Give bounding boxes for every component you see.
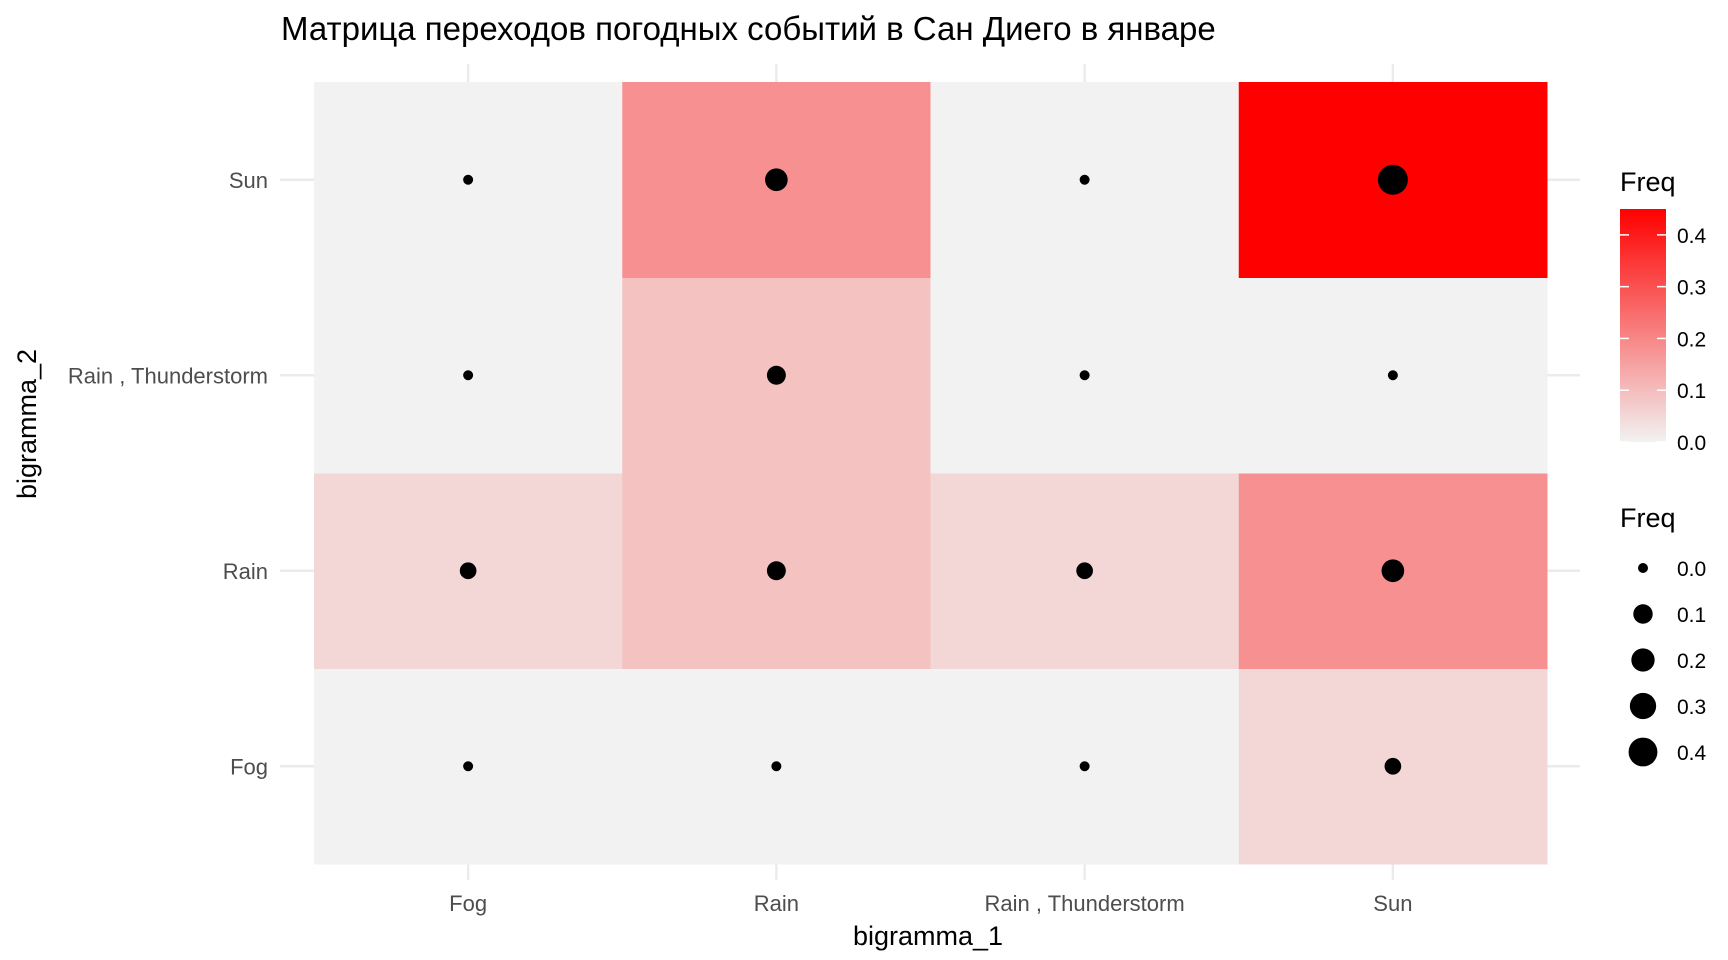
x-axis-title: bigramma_1: [853, 921, 1003, 951]
frequency-points: [459, 164, 1408, 775]
point-rain-thunderstorm-to-fog: [1079, 761, 1090, 772]
size-legend-key: [1628, 737, 1658, 767]
point-fog-to-rain-thunderstorm: [463, 370, 474, 381]
point-rain-thunderstorm-to-sun: [1079, 174, 1090, 185]
y-axis-title: bigramma_2: [12, 349, 42, 499]
point-rain-to-rain-thunderstorm: [766, 365, 786, 385]
color-legend: Freq 0.0 0.1 0.2 0.3 0.4: [1620, 167, 1707, 455]
y-tick-label-rain-thunderstorm: Rain , Thunderstorm: [68, 363, 268, 388]
x-tick-label-fog: Fog: [449, 891, 487, 916]
heatmap-tiles: [314, 82, 1548, 865]
point-rain-thunderstorm-to-rain: [1076, 562, 1093, 580]
x-axis-tick-labels: Fog Rain Rain , Thunderstorm Sun: [449, 891, 1412, 916]
size-legend-label: 0.0: [1677, 558, 1706, 581]
y-tick-label-fog: Fog: [230, 754, 268, 779]
point-fog-to-fog: [463, 761, 474, 772]
point-rain-thunderstorm-to-rain-thunderstorm: [1079, 370, 1090, 381]
color-legend-bar: [1620, 209, 1666, 442]
size-legend-label: 0.1: [1677, 604, 1706, 627]
y-axis-tick-labels: Fog Rain Rain , Thunderstorm Sun: [68, 168, 268, 780]
point-sun-to-rain-thunderstorm: [1387, 370, 1398, 381]
x-tick-label-rain-thunderstorm: Rain , Thunderstorm: [985, 891, 1185, 916]
color-legend-label: 0.4: [1677, 225, 1707, 248]
size-legend: Freq 0.0 0.1 0.2 0.3 0.4: [1620, 503, 1707, 767]
size-legend-key: [1629, 692, 1657, 720]
size-legend-key: [1633, 604, 1653, 624]
size-legend-title: Freq: [1620, 503, 1676, 533]
y-tick-label-rain: Rain: [223, 559, 268, 584]
size-legend-key: [1631, 648, 1655, 672]
size-legend-label: 0.4: [1677, 742, 1707, 765]
point-fog-to-sun: [463, 174, 474, 185]
point-sun-to-fog: [1384, 757, 1402, 775]
y-tick-label-sun: Sun: [229, 168, 268, 193]
point-fog-to-rain: [459, 562, 477, 580]
color-legend-label: 0.0: [1677, 432, 1706, 455]
color-legend-title: Freq: [1620, 167, 1676, 197]
size-legend-key: [1638, 563, 1648, 573]
color-legend-label: 0.1: [1677, 380, 1706, 403]
point-sun-to-sun: [1377, 164, 1408, 195]
point-rain-to-fog: [771, 761, 782, 772]
point-rain-to-sun: [765, 168, 788, 192]
x-tick-label-rain: Rain: [754, 891, 799, 916]
chart-title: Матрица переходов погодных событий в Сан…: [281, 10, 1216, 47]
color-legend-label: 0.2: [1677, 328, 1706, 351]
size-legend-label: 0.3: [1677, 696, 1706, 719]
point-rain-to-rain: [766, 561, 786, 581]
point-sun-to-rain: [1381, 559, 1405, 583]
size-legend-label: 0.2: [1677, 650, 1706, 673]
x-tick-label-sun: Sun: [1373, 891, 1412, 916]
color-legend-label: 0.3: [1677, 277, 1706, 300]
